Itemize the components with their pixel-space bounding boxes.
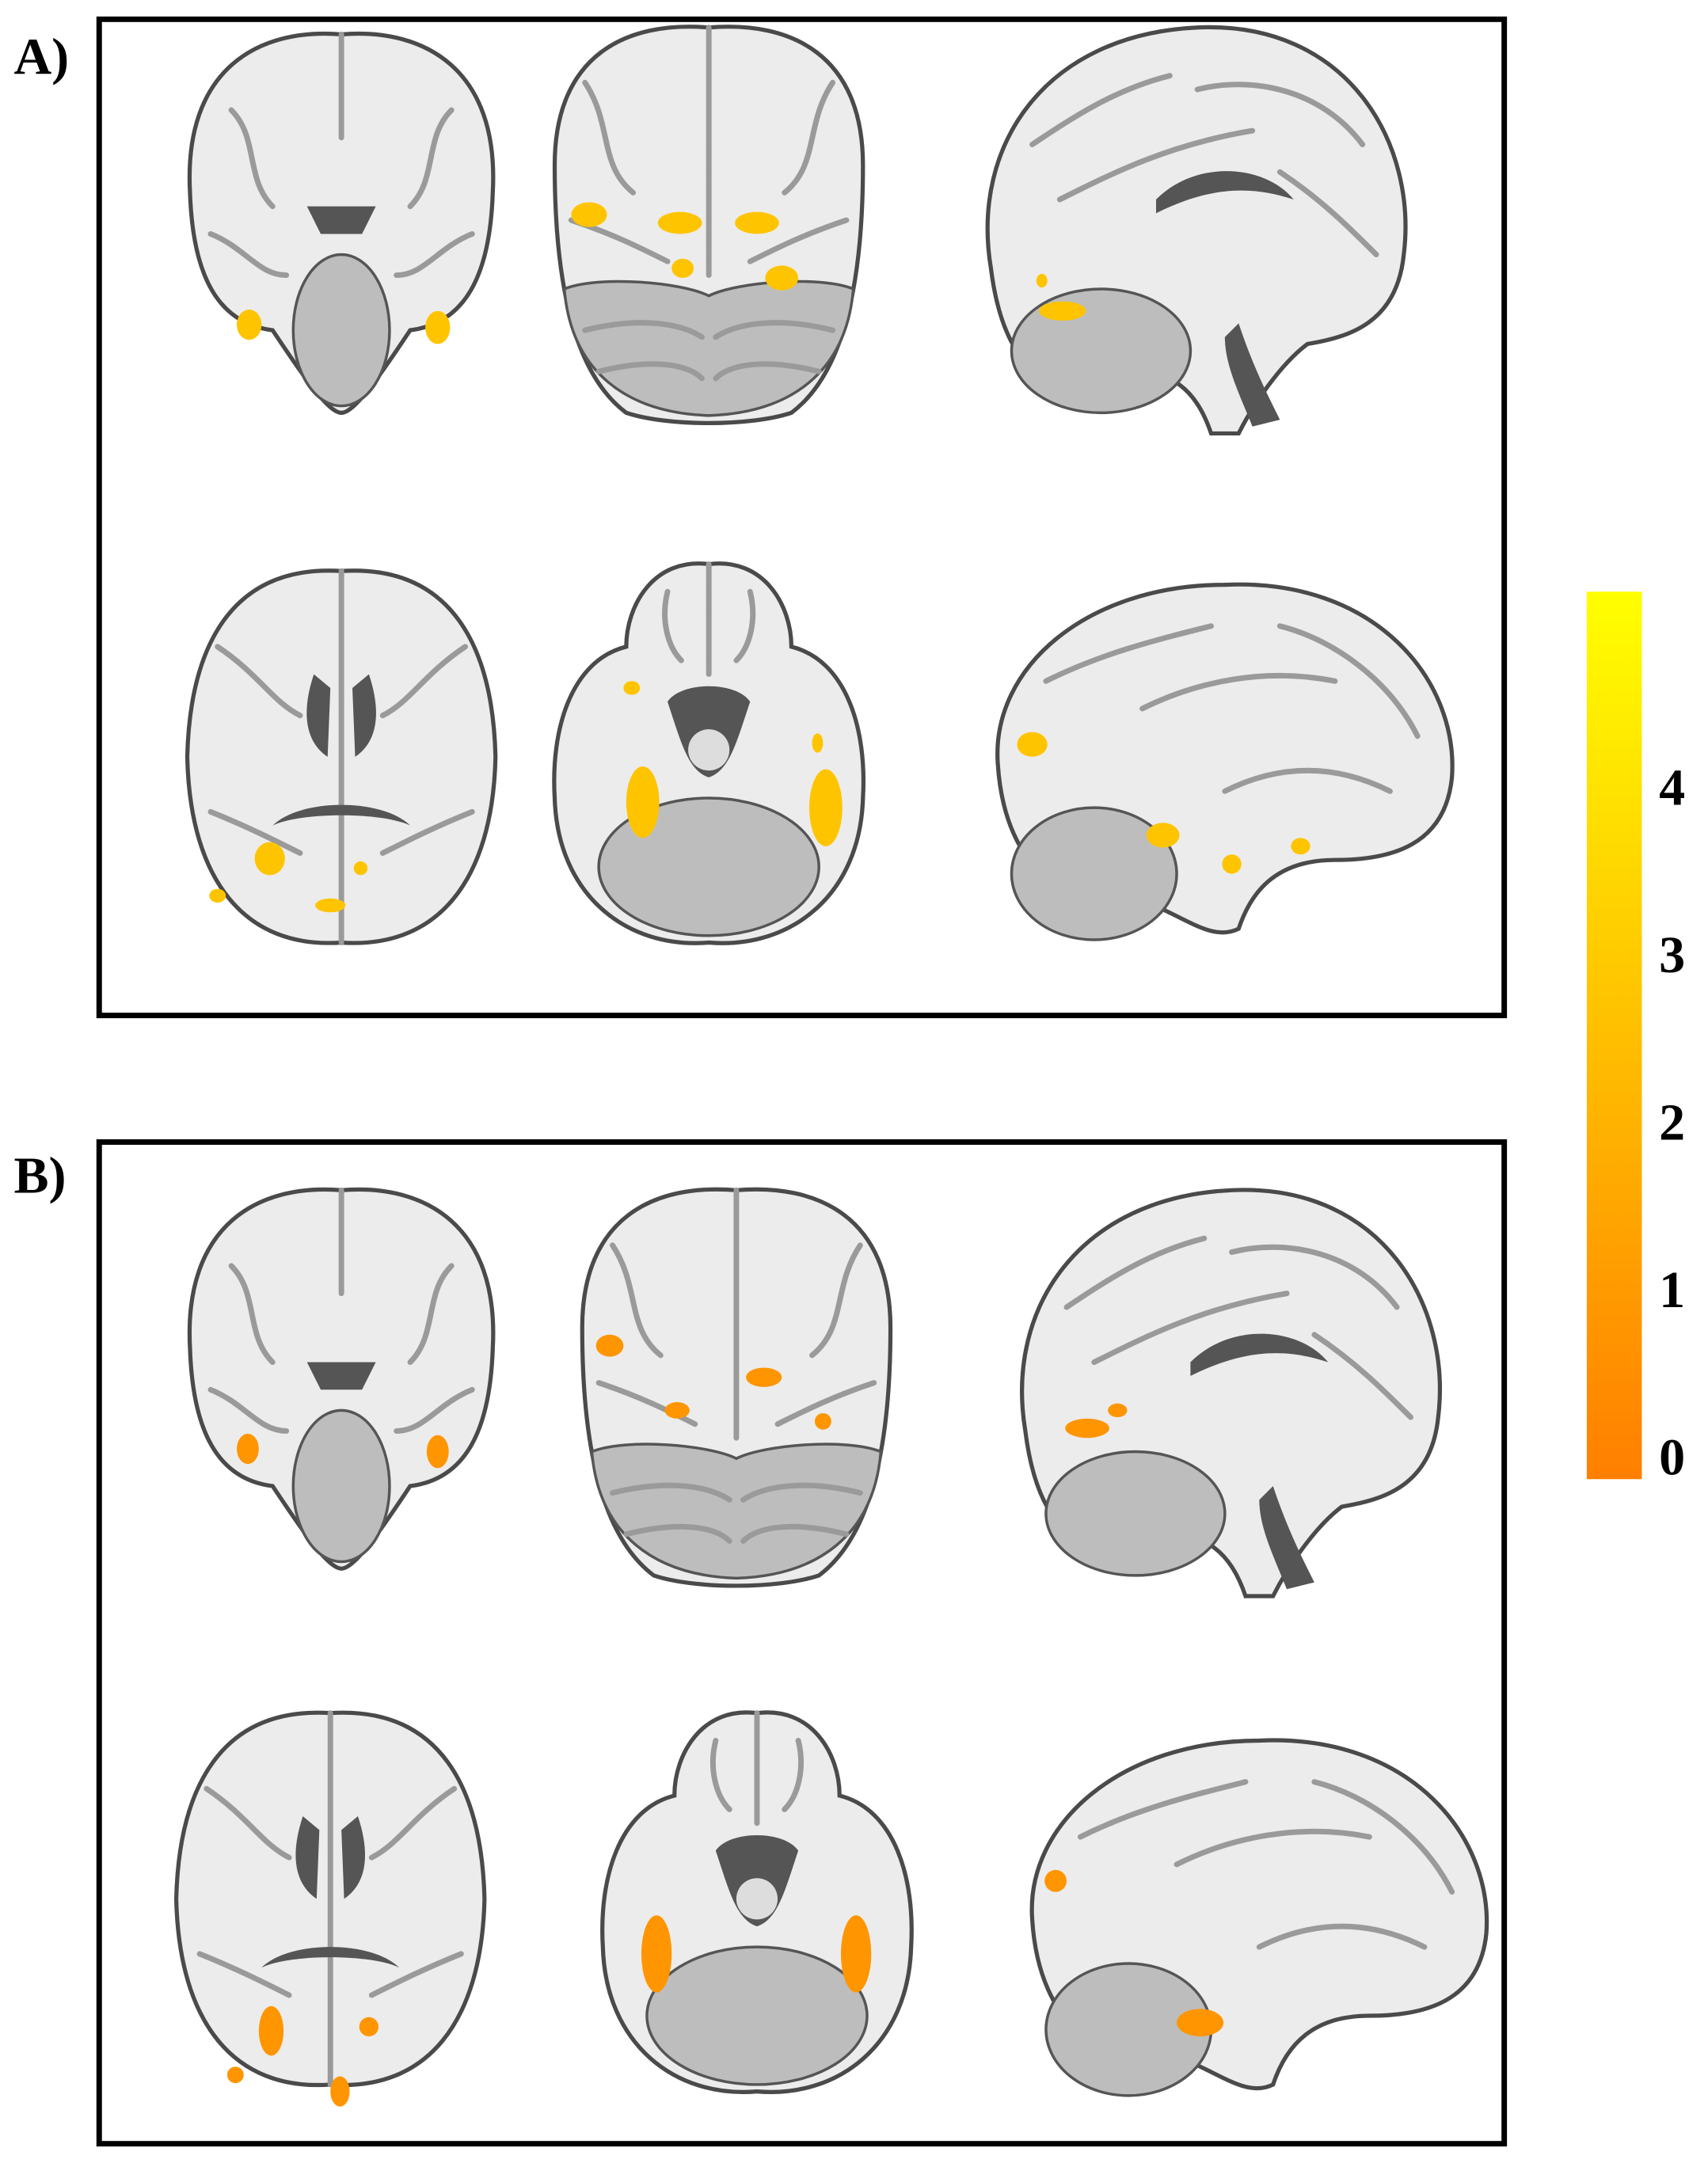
colorbar-tick-label: 3: [1659, 926, 1685, 984]
colorbar-tick-label: 2: [1659, 1093, 1685, 1151]
panel-label: A): [14, 28, 70, 86]
colorbar: [1586, 591, 1642, 1480]
panel-frame: [96, 16, 1508, 1019]
colorbar-tick-label: 1: [1659, 1261, 1685, 1319]
panel-frame: [96, 1139, 1508, 2147]
colorbar-tick-label: 0: [1659, 1428, 1685, 1486]
activation-clusters: [209, 202, 1310, 913]
colorbar-tick-label: 4: [1659, 758, 1685, 816]
colorbar-ticks: 0 1 2 3 4: [1659, 758, 1685, 1486]
activation-clusters: [226, 1334, 1224, 2107]
brain-slices: [177, 1189, 1487, 2096]
panel-label: B): [14, 1146, 67, 1204]
